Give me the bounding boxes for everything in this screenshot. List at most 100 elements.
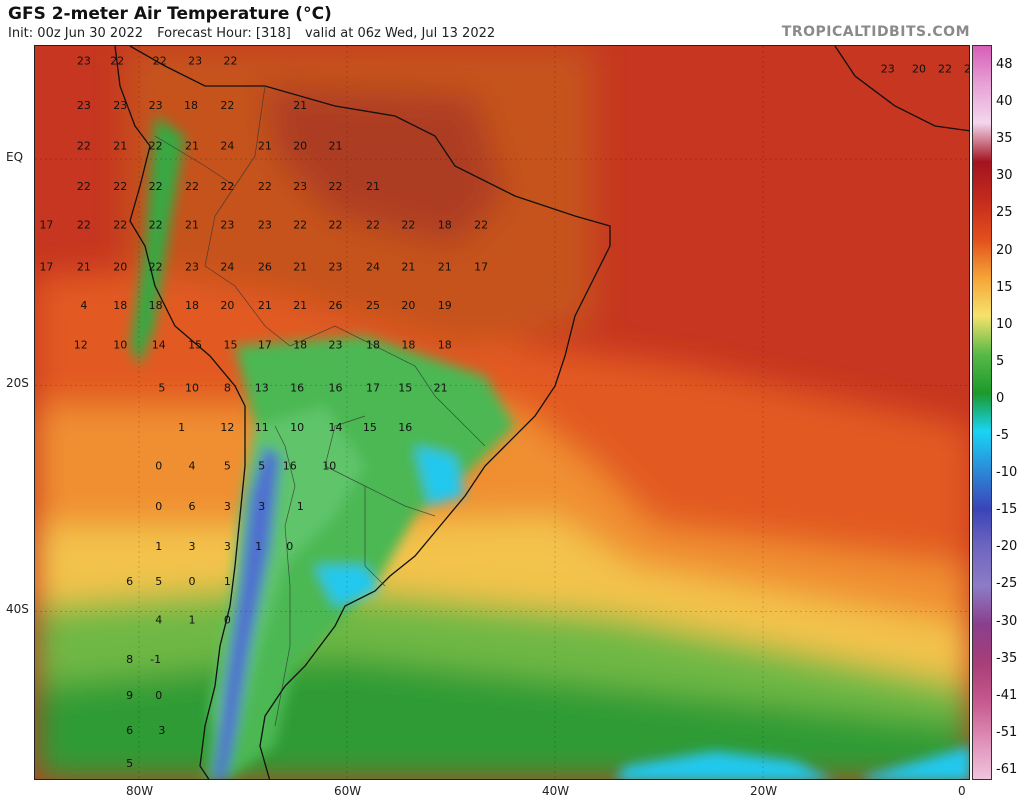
- colorbar-label: -20: [996, 539, 1018, 555]
- temperature-value: 22: [149, 219, 163, 232]
- temperature-value: 23: [329, 339, 343, 352]
- temperature-value: 18: [185, 299, 199, 312]
- temperature-value: 23: [329, 261, 343, 274]
- temperature-value: 22: [77, 140, 91, 153]
- temperature-value: 20: [293, 140, 307, 153]
- map-title: GFS 2-meter Air Temperature (°C): [8, 4, 332, 24]
- temperature-value: 10: [322, 460, 336, 473]
- temperature-value: 22: [220, 99, 234, 112]
- temperature-value: 22: [401, 219, 415, 232]
- temperature-value: 9: [126, 689, 133, 702]
- longitude-label: 0: [958, 784, 966, 798]
- temperature-value: 3: [224, 500, 231, 513]
- temperature-value: 10: [290, 421, 304, 434]
- temperature-value: 21: [258, 299, 272, 312]
- temperature-value: 1: [189, 613, 196, 626]
- colorbar-label: -10: [996, 465, 1018, 481]
- colorbar-label: 10: [996, 316, 1013, 332]
- temperature-value: 22: [77, 180, 91, 193]
- temperature-value: 21: [293, 99, 307, 112]
- temperature-value: 22: [149, 261, 163, 274]
- longitude-label: 40W: [542, 784, 570, 798]
- temperature-value: 22: [77, 219, 91, 232]
- temperature-value: 6: [126, 724, 133, 737]
- colorbar-label: -41: [996, 687, 1018, 703]
- colorbar-label: -5: [996, 428, 1009, 444]
- longitude-label: 20W: [750, 784, 778, 798]
- temperature-value: 14: [152, 339, 166, 352]
- colorbar-label: -35: [996, 650, 1018, 666]
- temperature-value: 22: [153, 55, 167, 68]
- temperature-value: 15: [363, 421, 377, 434]
- country-borders: [154, 85, 486, 727]
- temperature-value: 21: [401, 261, 415, 274]
- temperature-value: 1: [178, 421, 185, 434]
- temperature-value: 8: [126, 653, 133, 666]
- temperature-value: 22: [938, 63, 952, 76]
- temperature-value: 5: [126, 757, 133, 770]
- colorbar-label: 48: [996, 57, 1013, 72]
- temperature-value: 0: [155, 460, 162, 473]
- temperature-value: 3: [258, 500, 265, 513]
- temperature-value: 17: [39, 219, 53, 232]
- temperature-value: 3: [158, 724, 165, 737]
- forecast-hour: Forecast Hour: [318]: [157, 26, 291, 41]
- temperature-value: 1: [297, 500, 304, 513]
- temperature-map: 23 22 22 23 22 23 23 23 18 22 21 22 21 22 21 24 21 20 21 22…: [34, 45, 970, 780]
- temperature-value: 21: [258, 140, 272, 153]
- temperature-value: 17: [39, 261, 53, 274]
- temperature-value: 22: [149, 140, 163, 153]
- temperature-value: 23: [188, 55, 202, 68]
- temperature-value: 17: [366, 381, 380, 394]
- temperature-value: 22: [224, 55, 238, 68]
- temperature-value: 10: [113, 339, 127, 352]
- temperature-value: 24: [366, 261, 380, 274]
- temperature-value: 21: [438, 261, 452, 274]
- temperature-value: 20: [401, 299, 415, 312]
- temperature-value: 20: [113, 261, 127, 274]
- valid-time: valid at 06z Wed, Jul 13 2022: [304, 26, 496, 41]
- temperature-field: [35, 46, 969, 779]
- temperature-value: 21: [185, 219, 199, 232]
- temperature-value: 26: [329, 299, 343, 312]
- temperature-value: 16: [329, 381, 343, 394]
- temperature-value: 21: [113, 140, 127, 153]
- temperature-value: 11: [255, 421, 269, 434]
- temperature-value: 22: [258, 180, 272, 193]
- temperature-value: 22: [110, 55, 124, 68]
- latitude-label: 40S: [6, 602, 29, 617]
- temperature-value: 16: [283, 460, 297, 473]
- temperature-value: 6: [189, 500, 196, 513]
- temperature-value: 15: [398, 381, 412, 394]
- colorbar-label: 5: [996, 353, 1005, 369]
- colorbar-label: -15: [996, 502, 1018, 518]
- map-subtitle: Init: 00z Jun 30 2022 Forecast Hour: [31…: [8, 26, 505, 41]
- temperature-value: 21: [77, 261, 91, 274]
- temperature-value: 21: [293, 261, 307, 274]
- brand-watermark: TROPICALTIDBITS.COM: [781, 24, 970, 40]
- temperature-value: 1: [224, 575, 231, 588]
- temperature-value: 18: [113, 299, 127, 312]
- init-time: Init: 00z Jun 30 2022: [8, 26, 143, 41]
- coastline: [114, 46, 969, 779]
- colorbar-label: 30: [996, 168, 1013, 184]
- temperature-value: 23: [293, 180, 307, 193]
- temperature-value: 19: [438, 299, 452, 312]
- temperature-value: 23: [149, 99, 163, 112]
- temperature-value: 3: [224, 540, 231, 553]
- temperature-value: 3: [189, 540, 196, 553]
- temperature-value: 4: [80, 299, 87, 312]
- colorbar: [972, 45, 992, 780]
- temperature-value: 21: [185, 140, 199, 153]
- temperature-value: 23: [220, 219, 234, 232]
- temperature-value: 23: [881, 63, 895, 76]
- temperature-value: 4: [189, 460, 196, 473]
- temperature-value: 15: [188, 339, 202, 352]
- colorbar-label: 40: [996, 94, 1013, 110]
- temperature-value: 16: [398, 421, 412, 434]
- latitude-label: 20S: [6, 376, 29, 391]
- temperature-value: 22: [293, 219, 307, 232]
- temperature-value: 18: [184, 99, 198, 112]
- temperature-value: 21: [434, 381, 448, 394]
